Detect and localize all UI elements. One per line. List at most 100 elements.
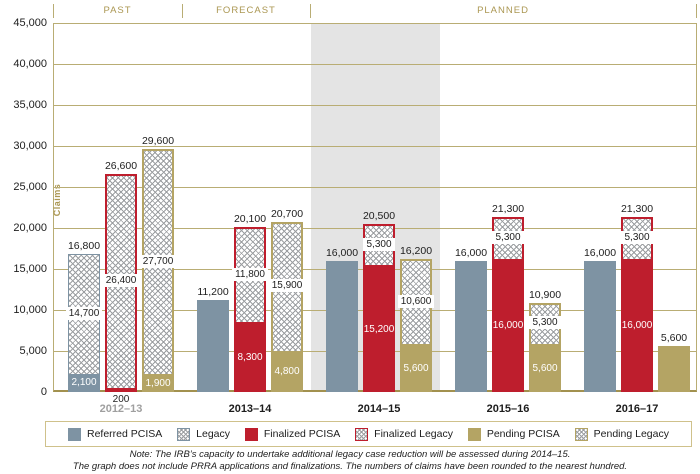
bar-legacy-value-text: 26,400 <box>102 274 140 288</box>
bar-total-label: 11,200 <box>197 286 229 299</box>
bar-total-label: 20,100 <box>233 213 267 226</box>
gridline <box>53 145 697 147</box>
bar-total-label: 20,500 <box>362 209 396 222</box>
finalized-pcisa-bar <box>105 390 137 392</box>
finalized-pcisa-bar <box>363 267 395 392</box>
bar-total-label: 26,600 <box>104 159 138 172</box>
y-axis-tick-label: 35,000 <box>13 99 47 111</box>
referred-pcisa-bar <box>68 374 100 392</box>
y-axis-tick-label: 45,000 <box>13 17 47 29</box>
section-divider <box>182 4 183 18</box>
pending-pcisa-bar <box>400 346 432 392</box>
y-axis-tick-label: 10,000 <box>13 304 47 316</box>
bar-legacy-value-text: 27,700 <box>139 254 177 268</box>
bar-legacy-value-text: 5,300 <box>492 231 524 245</box>
y-axis-tick-label: 30,000 <box>13 140 47 152</box>
bar-legacy-value-label: 5,300 <box>474 231 542 245</box>
x-axis-year-label: 2014–15 <box>357 403 401 415</box>
referred-pcisa-bar <box>197 300 229 392</box>
bar-total-label: 20,700 <box>270 208 304 221</box>
legend-item: Pending Legacy <box>574 427 669 441</box>
finalized-pcisa-bar <box>234 323 266 392</box>
section-label-planned: PLANNED <box>477 5 529 16</box>
bar-legacy-value-label: 5,300 <box>511 316 579 330</box>
bar-total-label: 10,900 <box>528 288 562 301</box>
bar-total-label: 16,800 <box>67 240 101 253</box>
bar-total-label: 29,600 <box>141 135 175 148</box>
gridline <box>53 186 697 188</box>
bar-legacy-value-label: 27,700 <box>124 254 192 268</box>
legend-item: Finalized PCISA <box>244 427 340 441</box>
section-divider <box>53 4 54 18</box>
bar-legacy-value-text: 14,700 <box>65 306 103 320</box>
bar-total-label: 21,300 <box>491 203 525 216</box>
section-label-past: PAST <box>103 5 132 16</box>
bar-legacy-value-text: 15,900 <box>268 279 306 293</box>
y-axis-tick-label: 40,000 <box>13 58 47 70</box>
bar-legacy-value-text: 5,300 <box>621 231 653 245</box>
bar-total-label: 16,000 <box>454 246 488 259</box>
bar-total-label: 16,200 <box>399 245 433 258</box>
bar-legacy-value-label: 26,400 <box>87 274 155 288</box>
pending-pcisa-bar <box>658 346 690 392</box>
chart-note-line2: The graph does not include PRRA applicat… <box>72 461 628 472</box>
bar-legacy-value-text: 10,600 <box>397 294 435 308</box>
bar-pcisa-value-label: 5,600 <box>403 363 429 375</box>
legend-item: Legacy <box>177 427 230 441</box>
y-axis-tick-label: 25,000 <box>13 181 47 193</box>
legend: Referred PCISA Legacy Finalized PCISA Final… <box>45 421 692 447</box>
pending-pcisa-bar <box>271 352 303 392</box>
bar-pcisa-value-label: 15,200 <box>363 323 395 335</box>
bar-total-label: 16,000 <box>325 246 359 259</box>
legend-swatch-hatch-icon <box>574 427 588 441</box>
legend-swatch-solid-icon <box>244 427 258 441</box>
section-divider <box>696 4 697 18</box>
referred-pcisa-bar <box>455 260 487 392</box>
bar-legacy-value-label: 11,800 <box>216 267 284 281</box>
legend-swatch-hatch-icon <box>177 427 191 441</box>
bar-pcisa-value-label: 5,600 <box>532 363 558 375</box>
chart-note-line1: Note: The IRB’s capacity to undertake ad… <box>129 449 571 460</box>
legend-swatch-solid-icon <box>467 427 481 441</box>
y-axis-tick-label: 0 <box>40 386 47 398</box>
bar-legacy-value-label: 5,300 <box>345 237 413 251</box>
legend-label: Referred PCISA <box>87 428 163 440</box>
bar-pcisa-value-label: 2,100 <box>71 377 97 389</box>
bar-total-label: 16,000 <box>583 246 617 259</box>
y-axis-tick-label: 5,000 <box>19 345 47 357</box>
bar-pcisa-value-label: 8,300 <box>237 351 263 363</box>
section-divider <box>310 4 311 18</box>
legend-swatch-solid-icon <box>68 427 81 441</box>
x-axis-year-label: 2016–17 <box>615 403 659 415</box>
bar-pcisa-value-label-below-axis: 200 <box>112 394 130 405</box>
bar-legacy-value-text: 11,800 <box>232 267 268 281</box>
legend-item: Referred PCISA <box>68 427 163 441</box>
legend-label: Pending Legacy <box>593 428 669 440</box>
pending-pcisa-bar <box>529 346 561 392</box>
bar-pcisa-value-label: 16,000 <box>621 320 653 332</box>
bar-pcisa-value-label: 16,000 <box>492 320 524 332</box>
finalized-pcisa-bar <box>621 260 653 392</box>
y-axis-tick-label: 15,000 <box>13 263 47 275</box>
finalized-pcisa-bar <box>492 260 524 392</box>
x-axis-year-label: 2015–16 <box>486 403 530 415</box>
legend-item: Pending PCISA <box>467 427 560 441</box>
bar-legacy-value-text: 5,300 <box>529 316 561 330</box>
gridline <box>53 63 697 65</box>
bar-total-label: 5,600 <box>660 332 688 345</box>
legend-label: Finalized Legacy <box>374 428 453 440</box>
gridline <box>53 104 697 106</box>
bar-legacy-value-text: 5,300 <box>363 237 395 251</box>
x-axis-year-label: 2013–14 <box>228 403 272 415</box>
bar-total-label: 21,300 <box>620 203 654 216</box>
x-axis-year-label: 2012–13 <box>99 403 143 415</box>
bar-legacy-value-label: 10,600 <box>382 294 450 308</box>
bar-pcisa-value-label: 1,900 <box>145 378 171 390</box>
bar-pcisa-value-label: 4,800 <box>274 366 300 378</box>
legend-label: Pending PCISA <box>486 428 560 440</box>
bar-legacy-value-label: 5,300 <box>603 231 671 245</box>
referred-pcisa-bar <box>326 260 358 392</box>
legend-label: Legacy <box>196 428 230 440</box>
